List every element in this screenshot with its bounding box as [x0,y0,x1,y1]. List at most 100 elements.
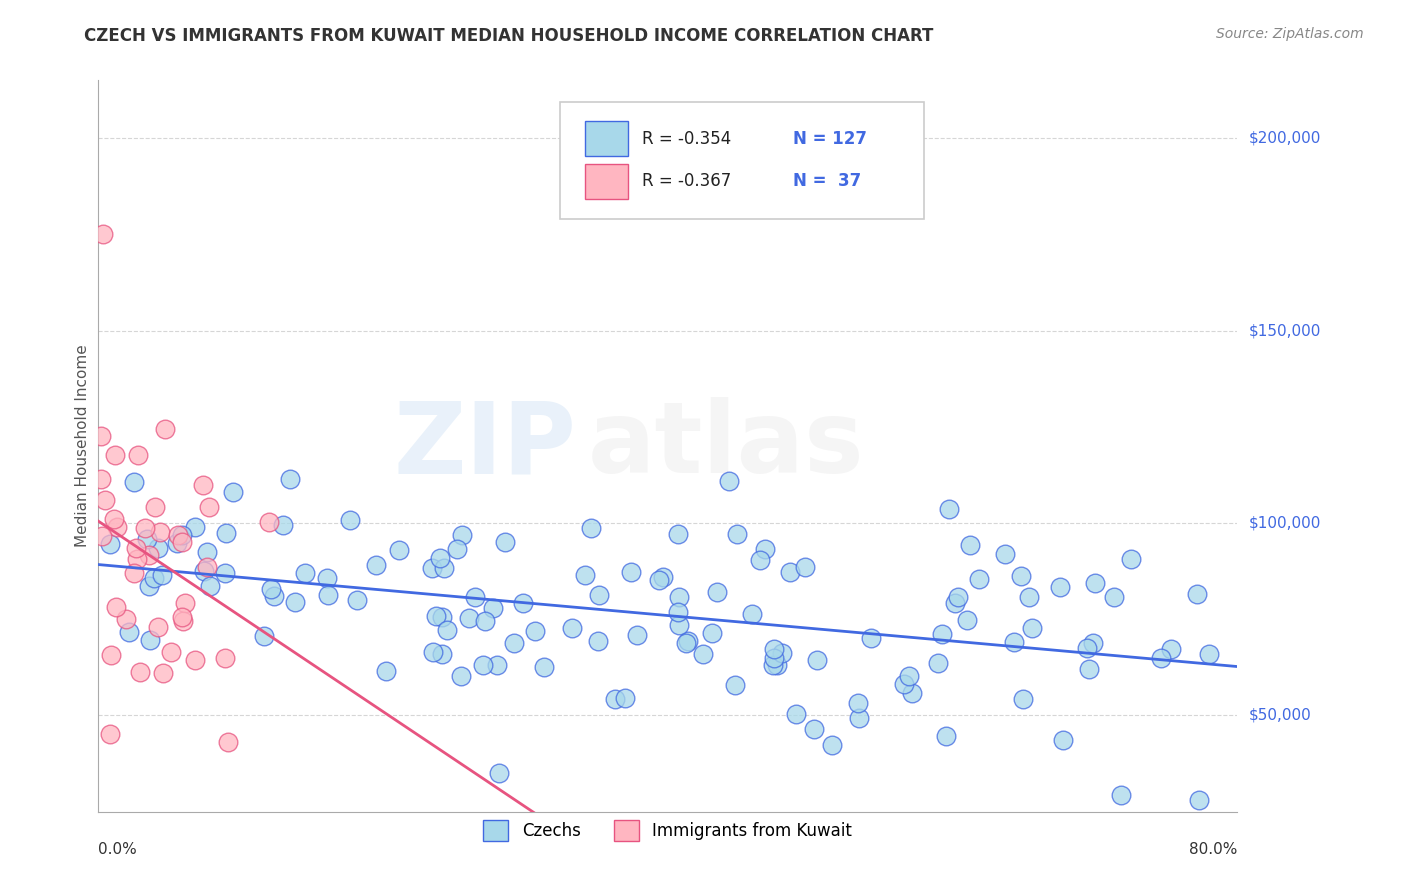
Point [969,572,991,586]
Point [678,634,700,648]
Point [91,227,114,242]
Point [1084,576,1107,591]
Text: $100,000: $100,000 [1249,516,1320,531]
Point [803,722,825,736]
Point [927,656,949,670]
Point [94,493,117,508]
Point [184,653,207,667]
Point [512,597,534,611]
Point [283,595,305,609]
Point [717,475,740,489]
Point [1160,642,1182,657]
Point [605,692,627,706]
Point [129,665,152,679]
Bar [585,163,628,199]
Point [263,590,285,604]
Text: N =  37: N = 37 [793,172,862,190]
Point [1010,569,1032,583]
Point [806,653,828,667]
Point [136,532,159,546]
Point [122,566,145,580]
Point [148,525,170,540]
Point [146,541,169,555]
Point [143,500,166,515]
Point [472,658,495,673]
Point [222,485,245,500]
Point [481,601,503,615]
Point [105,520,128,534]
Point [1018,590,1040,604]
Point [785,706,807,721]
Point [420,560,443,574]
Point [122,475,145,489]
Point [1012,691,1035,706]
Point [166,536,188,550]
Point [100,648,122,662]
Point [316,588,339,602]
Text: $200,000: $200,000 [1249,130,1320,145]
Point [770,646,793,660]
Point [183,520,205,534]
Point [148,620,170,634]
Point [651,569,673,583]
Point [626,628,648,642]
Point [464,590,486,604]
Point [754,541,776,556]
Point [98,727,121,741]
Point [429,550,451,565]
Text: R = -0.367: R = -0.367 [641,172,731,190]
Point [1077,662,1099,676]
Point [502,636,524,650]
Point [170,528,193,542]
Point [1188,793,1211,807]
Point [706,585,728,599]
Point [1109,788,1132,802]
Point [668,591,690,605]
Point [666,605,689,619]
Point [422,645,444,659]
Point [1076,641,1098,656]
Point [134,521,156,535]
Point [648,573,671,587]
Point [104,449,127,463]
Point [1002,635,1025,649]
Point [766,658,789,673]
Text: 0.0%: 0.0% [98,842,138,857]
Point [893,677,915,691]
Point [1021,621,1043,635]
Text: atlas: atlas [588,398,865,494]
Point [586,634,609,648]
Point [294,566,316,580]
Point [613,691,636,706]
Point [114,612,136,626]
Point [259,582,281,596]
Point [574,567,596,582]
Point [172,610,194,624]
Bar [585,121,628,156]
Point [1198,648,1220,662]
Point [125,541,148,555]
Point [364,558,387,572]
Point [741,607,763,621]
Point [139,633,162,648]
Point [533,659,555,673]
Point [935,729,957,743]
Point [425,608,447,623]
Point [191,477,214,491]
Point [198,579,221,593]
Point [956,613,979,627]
Point [155,421,177,435]
Point [494,535,516,549]
Point [821,738,844,752]
Point [763,642,786,657]
Point [451,528,474,542]
Point [588,588,610,602]
Point [749,553,772,567]
Point [103,511,125,525]
Point [561,621,583,635]
Point [193,564,215,578]
Point [675,636,697,650]
Point [118,625,141,640]
Point [339,513,361,527]
Point [897,669,920,683]
